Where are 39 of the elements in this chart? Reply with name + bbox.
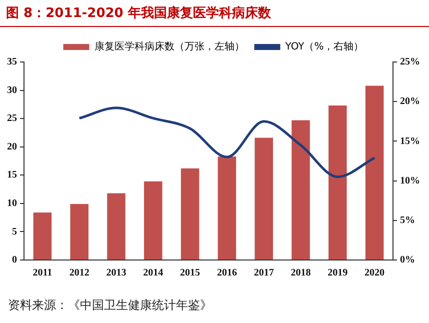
x-tick-label: 2020 [364,268,385,279]
bar [33,212,52,260]
bar [144,181,162,260]
x-tick-label: 2018 [290,268,311,279]
x-tick-label: 2016 [216,268,237,279]
y2-tick-label: 25% [400,56,420,68]
bar [254,138,273,260]
y-tick-label: 15 [7,170,17,181]
y-tick-label: 20 [7,141,17,152]
x-tick-label: 2014 [143,268,164,279]
bar [328,106,347,260]
x-tick-label: 2013 [106,268,126,279]
bar [107,193,126,260]
chart-title: 图 8：2011-2020 年我国康复医学科病床数 [6,4,271,22]
y-tick-label: 25 [7,113,17,124]
line-series [78,106,376,178]
y2-tick-label: 0% [400,254,415,266]
legend-label: YOY（%，右轴） [284,40,364,53]
y-tick-label: 30 [7,84,17,96]
bar [180,168,200,260]
y2-tick-label: 5% [400,214,415,226]
y-tick-label: 10 [7,198,17,210]
legend-label: 康复医学科病床数（万张，左轴） [94,40,244,53]
y2-tick-label: 10% [400,175,420,186]
x-tick-label: 2011 [32,268,52,279]
x-tick-label: 2012 [69,268,90,279]
y2-tick-label: 15% [400,136,420,147]
text: 资料来源：《中国卫生健康统计年鉴》 [8,297,212,314]
y-tick-label: 0 [12,254,17,266]
x-tick-label: 2019 [328,268,348,279]
y-tick-label: 35 [7,56,17,68]
bar [70,204,88,260]
bar [365,86,384,260]
y2-tick-label: 20% [400,96,420,108]
x-tick-label: 2015 [180,268,200,279]
bar [218,156,236,260]
x-tick-label: 2017 [254,268,274,279]
bar [292,120,310,260]
y-tick-label: 5 [12,226,17,238]
